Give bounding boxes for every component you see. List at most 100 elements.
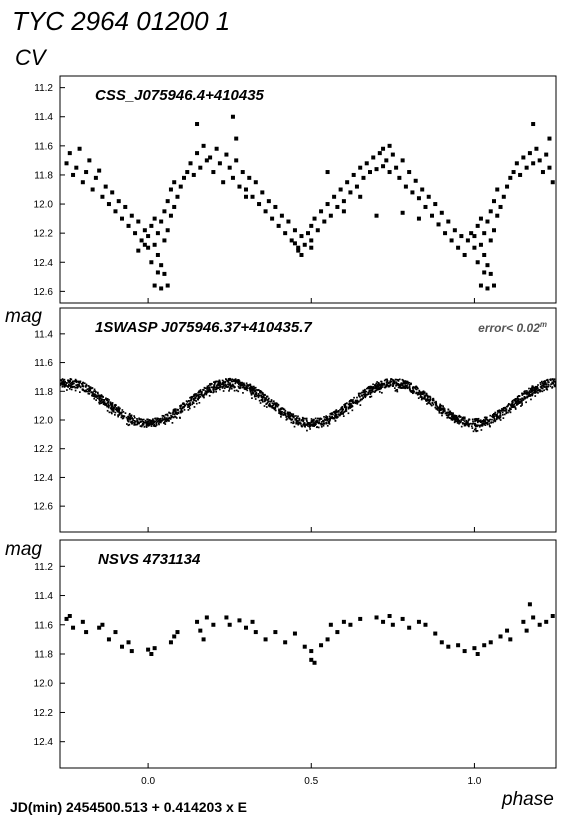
- data-point: [234, 379, 237, 382]
- data-point: [242, 385, 245, 388]
- data-point: [283, 408, 286, 411]
- data-point: [227, 385, 230, 388]
- data-point: [117, 415, 119, 418]
- data-point: [404, 384, 407, 386]
- data-point: [256, 394, 258, 397]
- data-point: [494, 420, 496, 423]
- data-point: [510, 404, 512, 407]
- y-tick-label: 12.6: [34, 502, 54, 513]
- data-point: [353, 401, 356, 404]
- data-point: [66, 385, 69, 387]
- data-point: [179, 410, 182, 413]
- data-point: [508, 407, 511, 410]
- data-point: [543, 380, 545, 383]
- data-point: [297, 420, 299, 422]
- data-point: [104, 404, 106, 406]
- data-point: [495, 187, 500, 192]
- data-point: [214, 380, 217, 383]
- data-point: [107, 405, 109, 408]
- data-point: [479, 420, 482, 423]
- data-point: [193, 394, 196, 396]
- data-point: [374, 167, 379, 172]
- data-point: [423, 622, 428, 627]
- data-point: [394, 165, 399, 170]
- data-point: [529, 395, 531, 397]
- data-point: [162, 271, 167, 276]
- data-point: [493, 418, 496, 421]
- data-point: [105, 397, 107, 400]
- data-point: [194, 399, 196, 402]
- data-point: [84, 630, 89, 635]
- data-point: [499, 412, 502, 414]
- data-point: [422, 397, 424, 400]
- data-point: [417, 387, 419, 390]
- data-point: [411, 392, 414, 395]
- data-point: [278, 409, 280, 412]
- data-point: [335, 204, 340, 209]
- data-point: [219, 380, 221, 383]
- data-point: [509, 411, 512, 414]
- data-point: [251, 389, 253, 392]
- data-point: [491, 418, 493, 421]
- data-point: [472, 422, 475, 425]
- data-point: [322, 424, 325, 427]
- data-point: [244, 194, 248, 199]
- data-point: [392, 382, 395, 385]
- data-point: [511, 406, 514, 409]
- data-point: [107, 401, 110, 403]
- data-point: [97, 392, 99, 395]
- data-point: [515, 400, 517, 403]
- data-point: [449, 413, 452, 416]
- data-point: [377, 151, 382, 156]
- data-point: [185, 170, 190, 175]
- data-point: [335, 413, 338, 416]
- data-point: [142, 242, 147, 247]
- data-point: [465, 238, 470, 243]
- data-point: [189, 396, 191, 399]
- y-tick-label: 12.6: [34, 287, 54, 298]
- data-point: [525, 390, 528, 392]
- data-point: [223, 387, 226, 390]
- data-point: [248, 384, 251, 386]
- data-point: [369, 390, 372, 392]
- data-point: [253, 387, 256, 389]
- data-point: [153, 424, 155, 427]
- data-point: [247, 385, 249, 387]
- data-point: [222, 380, 225, 383]
- data-point: [465, 419, 468, 422]
- data-point: [454, 415, 457, 418]
- data-point: [333, 417, 336, 420]
- data-point: [77, 146, 82, 151]
- data-point: [489, 418, 491, 421]
- data-point: [202, 388, 205, 391]
- data-point: [237, 383, 240, 385]
- data-point: [88, 392, 91, 395]
- data-point: [100, 194, 105, 199]
- data-point: [188, 405, 191, 408]
- data-point: [477, 424, 479, 427]
- data-point: [263, 393, 266, 396]
- data-point: [383, 383, 386, 386]
- data-point: [344, 404, 347, 406]
- data-point: [479, 424, 482, 427]
- data-point: [475, 417, 477, 420]
- data-point: [180, 408, 183, 411]
- data-point: [207, 384, 210, 387]
- y-tick-label: 12.4: [34, 737, 54, 748]
- data-point: [476, 420, 479, 422]
- data-point: [253, 394, 256, 397]
- data-point: [504, 407, 506, 410]
- data-point: [539, 386, 542, 388]
- data-point: [189, 404, 192, 407]
- data-point: [270, 399, 273, 401]
- data-point: [64, 616, 69, 621]
- data-point: [400, 158, 405, 163]
- data-point: [322, 422, 325, 425]
- data-point: [218, 386, 221, 389]
- data-point: [488, 209, 493, 214]
- data-point: [228, 389, 230, 392]
- data-point: [133, 416, 136, 419]
- data-point: [183, 409, 186, 411]
- data-point: [425, 399, 428, 402]
